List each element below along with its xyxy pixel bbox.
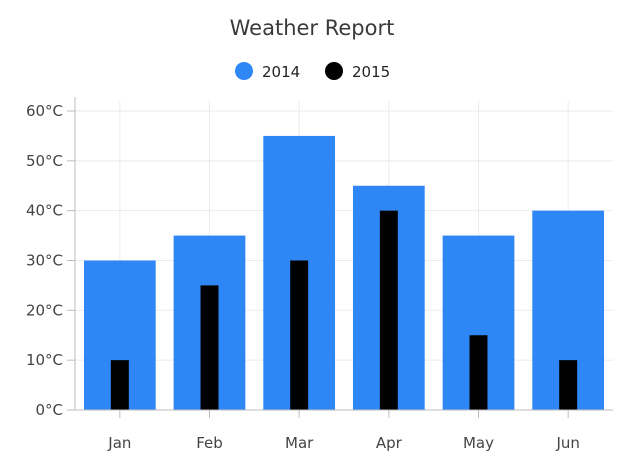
bar-2015-May xyxy=(469,335,488,410)
x-tick-label: May xyxy=(463,434,494,452)
chart-title: Weather Report xyxy=(230,16,395,40)
legend-item-2015[interactable]: 2015 xyxy=(325,62,390,81)
legend-swatch-2014 xyxy=(235,62,253,80)
legend-item-2014[interactable]: 2014 xyxy=(235,62,300,81)
x-tick-label: Jun xyxy=(555,434,579,452)
y-tick-label: 50°C xyxy=(26,152,63,170)
bar-2015-Jun xyxy=(559,360,578,410)
y-tick-label: 60°C xyxy=(26,102,63,120)
legend-label-2014: 2014 xyxy=(262,63,300,81)
y-tick-label: 0°C xyxy=(35,401,63,419)
legend-swatch-2015 xyxy=(325,62,343,80)
bar-2015-Feb xyxy=(200,285,219,410)
legend: 2014 2015 xyxy=(235,62,390,81)
x-tick-labels: Jan Feb Mar Apr May Jun xyxy=(107,434,580,452)
bar-2015-Mar xyxy=(290,260,309,410)
x-tick-label: Feb xyxy=(196,434,223,452)
y-tick-labels: 0°C 10°C 20°C 30°C 40°C 50°C 60°C xyxy=(26,102,63,419)
series-2015-bars xyxy=(110,210,578,410)
x-tick-label: Mar xyxy=(285,434,314,452)
x-tick-label: Jan xyxy=(107,434,131,452)
x-tick-label: Apr xyxy=(376,434,403,452)
y-tick-label: 10°C xyxy=(26,351,63,369)
legend-label-2015: 2015 xyxy=(352,63,390,81)
y-tick-label: 30°C xyxy=(26,252,63,270)
y-tick-label: 20°C xyxy=(26,301,63,319)
bar-2015-Apr xyxy=(379,210,398,410)
horizontal-gridlines xyxy=(75,110,613,361)
y-tick-label: 40°C xyxy=(26,202,63,220)
bar-2015-Jan xyxy=(110,360,129,410)
axes xyxy=(67,97,613,418)
series-2014-bars xyxy=(83,135,605,410)
